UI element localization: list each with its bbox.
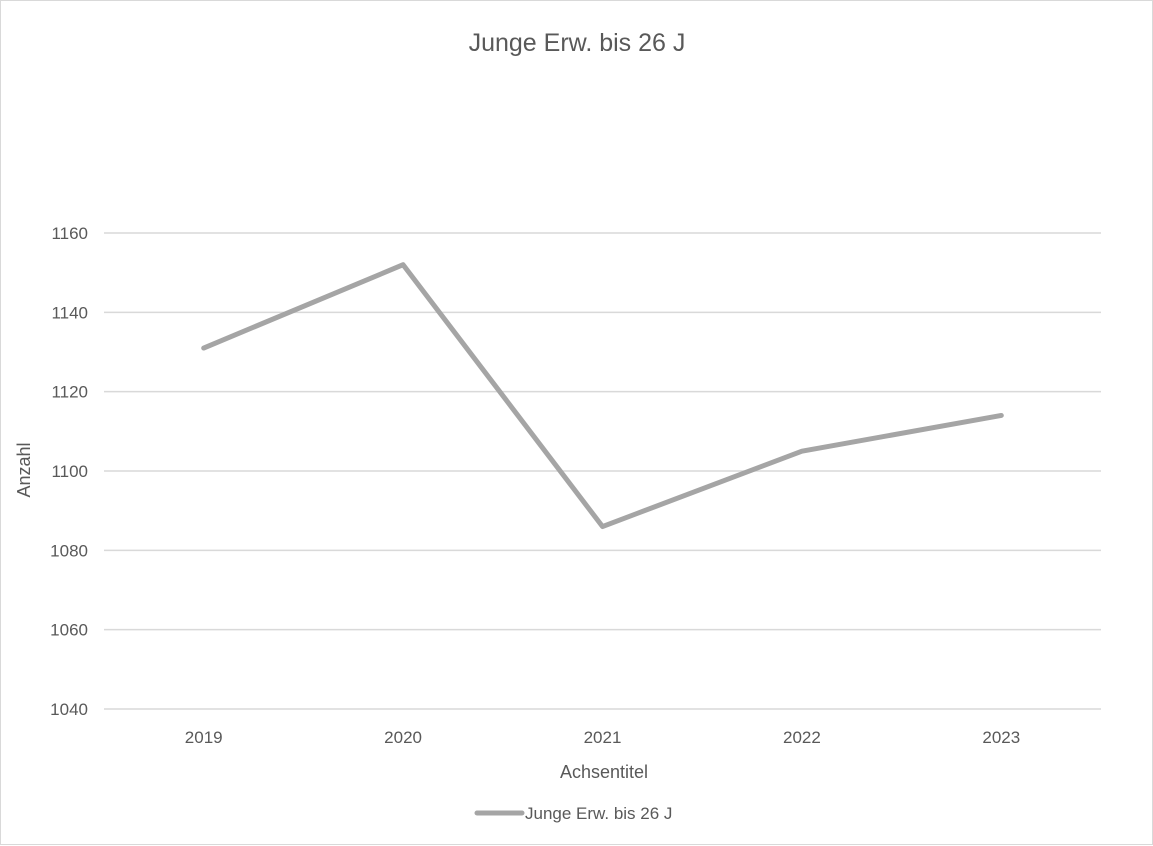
series-group — [201, 262, 1004, 530]
y-tick-label: 1060 — [50, 621, 88, 640]
chart-title: Junge Erw. bis 26 J — [469, 29, 686, 57]
y-tick-label: 1100 — [51, 462, 88, 481]
legend: Junge Erw. bis 26 J — [474, 804, 672, 823]
x-tick-label: 2019 — [185, 728, 223, 747]
y-axis-ticks: 1040 1060 1080 1100 1120 1140 1160 — [50, 224, 88, 719]
y-tick-label: 1080 — [50, 541, 88, 560]
x-axis-title: Achsentitel — [560, 762, 648, 782]
x-tick-label: 2021 — [584, 728, 622, 747]
y-tick-label: 1120 — [51, 383, 88, 402]
y-axis-title: Anzahl — [14, 442, 34, 497]
y-tick-label: 1160 — [51, 224, 88, 243]
x-axis-ticks: 2019 2020 2021 2022 2023 — [185, 728, 1020, 747]
y-tick-label: 1140 — [51, 303, 88, 322]
legend-label: Junge Erw. bis 26 J — [525, 804, 672, 823]
x-tick-label: 2020 — [384, 728, 422, 747]
series-line — [201, 262, 1004, 530]
y-tick-label: 1040 — [50, 700, 88, 719]
x-tick-label: 2023 — [982, 728, 1020, 747]
gridlines — [104, 232, 1101, 710]
x-tick-label: 2022 — [783, 728, 821, 747]
